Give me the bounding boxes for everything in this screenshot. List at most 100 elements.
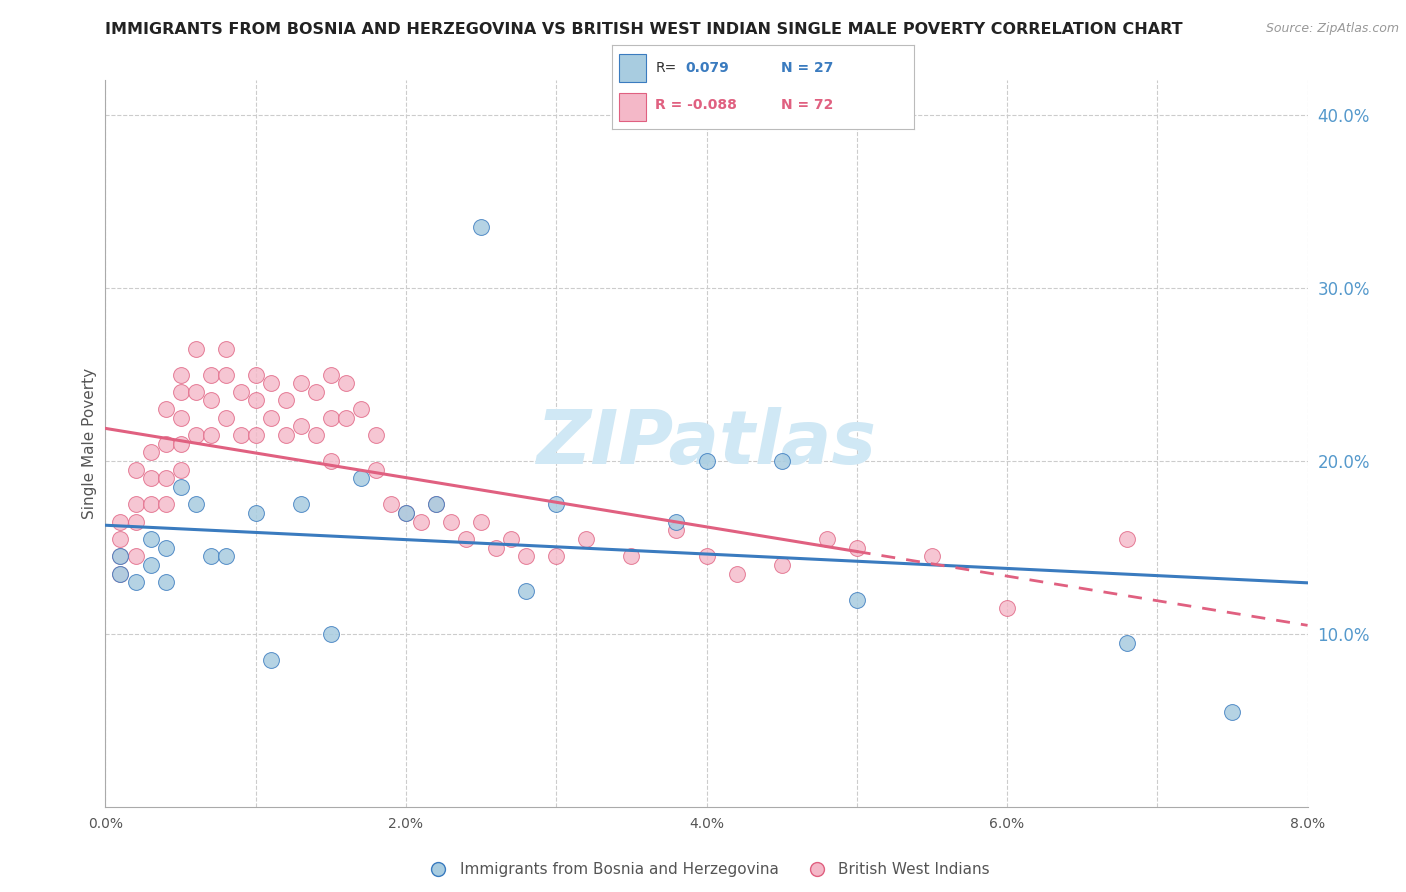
Point [696, 549, 718, 564]
Point [110, 515, 132, 529]
Point [350, 471, 373, 485]
Text: Source: ZipAtlas.com: Source: ZipAtlas.com [1265, 22, 1399, 36]
Point [110, 566, 132, 581]
Point [770, 454, 793, 468]
Point [1116, 532, 1139, 546]
Point [245, 393, 267, 408]
Point [184, 428, 207, 442]
Point [200, 368, 222, 382]
Text: 0.079: 0.079 [686, 61, 730, 75]
Text: N = 27: N = 27 [780, 61, 834, 75]
Point [546, 497, 568, 511]
Point [845, 541, 868, 555]
Point [229, 428, 252, 442]
Point [124, 575, 146, 590]
Point [184, 342, 207, 356]
Point [921, 549, 943, 564]
Point [290, 376, 312, 391]
Point [124, 515, 146, 529]
Point [155, 497, 177, 511]
Point [425, 497, 447, 511]
Point [260, 376, 283, 391]
Point [214, 410, 236, 425]
Point [665, 524, 688, 538]
Point [139, 532, 162, 546]
Point [770, 558, 793, 572]
Point [696, 454, 718, 468]
Point [110, 532, 132, 546]
Y-axis label: Single Male Poverty: Single Male Poverty [82, 368, 97, 519]
Point [214, 549, 236, 564]
Point [169, 368, 191, 382]
Point [260, 410, 283, 425]
Point [409, 515, 432, 529]
Point [470, 515, 492, 529]
Point [485, 541, 508, 555]
Point [454, 532, 477, 546]
Point [155, 402, 177, 417]
Point [620, 549, 643, 564]
Point [335, 376, 357, 391]
Point [440, 515, 463, 529]
Point [155, 575, 177, 590]
Bar [619, 93, 647, 120]
Point [725, 566, 748, 581]
Text: R = -0.088: R = -0.088 [655, 98, 737, 112]
Point [169, 437, 191, 451]
Point [274, 428, 297, 442]
Point [515, 583, 537, 598]
Point [200, 428, 222, 442]
Point [364, 428, 387, 442]
Point [305, 384, 328, 399]
Bar [619, 54, 647, 82]
Point [245, 428, 267, 442]
Point [290, 419, 312, 434]
Point [184, 384, 207, 399]
Legend: Immigrants from Bosnia and Herzegovina, British West Indians: Immigrants from Bosnia and Herzegovina, … [418, 856, 995, 883]
Point [845, 592, 868, 607]
Point [319, 410, 342, 425]
Point [110, 549, 132, 564]
Point [501, 532, 523, 546]
Point [169, 463, 191, 477]
Point [546, 549, 568, 564]
Point [169, 384, 191, 399]
Point [155, 471, 177, 485]
Point [169, 480, 191, 494]
Point [515, 549, 537, 564]
Point [319, 368, 342, 382]
Point [200, 549, 222, 564]
Point [139, 445, 162, 459]
Point [260, 653, 283, 667]
Point [155, 437, 177, 451]
Point [155, 541, 177, 555]
Point [350, 402, 373, 417]
Point [665, 515, 688, 529]
Point [110, 549, 132, 564]
Point [274, 393, 297, 408]
Point [139, 558, 162, 572]
Point [380, 497, 402, 511]
Point [470, 220, 492, 235]
Point [1222, 705, 1244, 719]
Point [245, 506, 267, 520]
Point [305, 428, 328, 442]
Point [124, 463, 146, 477]
Point [290, 497, 312, 511]
Text: IMMIGRANTS FROM BOSNIA AND HERZEGOVINA VS BRITISH WEST INDIAN SINGLE MALE POVERT: IMMIGRANTS FROM BOSNIA AND HERZEGOVINA V… [105, 22, 1182, 37]
Point [169, 410, 191, 425]
Point [335, 410, 357, 425]
Point [139, 497, 162, 511]
Point [229, 384, 252, 399]
Point [214, 342, 236, 356]
Point [395, 506, 418, 520]
Point [1116, 636, 1139, 650]
Text: N = 72: N = 72 [780, 98, 834, 112]
Point [124, 549, 146, 564]
Point [575, 532, 598, 546]
Point [364, 463, 387, 477]
Point [425, 497, 447, 511]
Point [139, 471, 162, 485]
Text: ZIPatlas: ZIPatlas [537, 408, 876, 480]
Text: R=: R= [655, 61, 676, 75]
